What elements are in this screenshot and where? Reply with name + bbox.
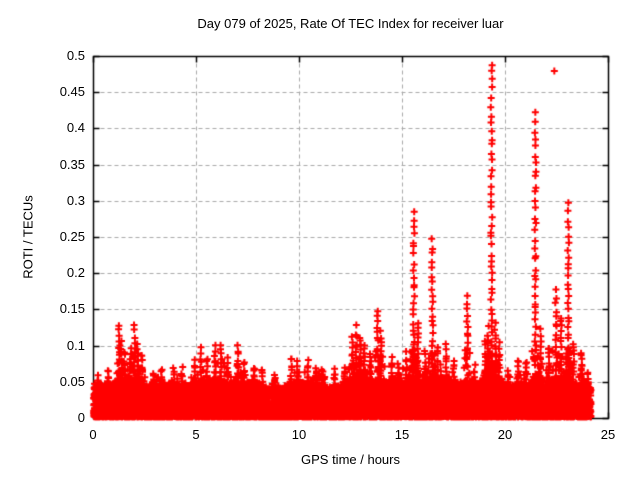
y-tick-label: 0.5 [66,48,85,63]
y-tick-label: 0.45 [59,84,85,100]
y-tick-label: 0.15 [59,301,85,317]
y-tick-label: 0.25 [59,229,85,244]
x-tick-label: 15 [394,427,410,442]
y-tick-label: 0 [77,410,85,425]
x-tick-label: 5 [192,427,200,442]
y-tick-label: 0.4 [66,120,85,136]
x-tick-label: 10 [291,427,307,442]
y-tick-label: 0.05 [59,373,85,389]
x-tick-label: 25 [600,427,616,442]
x-axis-label: GPS time / hours [301,452,400,467]
chart-title: Day 079 of 2025, Rate Of TEC Index for r… [197,16,504,31]
x-tick-label: 20 [497,427,513,442]
y-tick-label: 0.2 [66,265,85,281]
y-tick-label: 0.35 [59,156,85,172]
y-tick-label: 0.1 [66,337,85,353]
y-tick-label: 0.3 [66,192,85,208]
x-tick-label: 0 [89,427,97,442]
